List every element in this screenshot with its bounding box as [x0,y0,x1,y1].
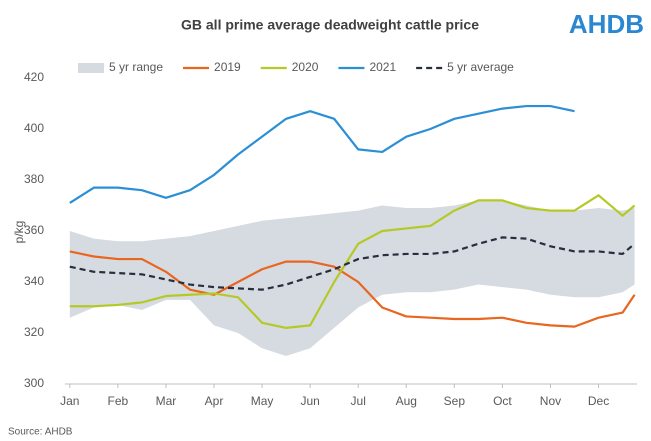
y-axis-label: p/kg [12,221,26,244]
x-tick-label: Jun [300,394,319,408]
y-tick-label: 380 [24,172,44,186]
chart-title: GB all prime average deadweight cattle p… [181,17,479,33]
x-tick-label: Nov [540,394,561,408]
legend-label: 5 yr average [447,60,514,74]
legend-swatch [78,63,104,73]
x-tick-label: Jul [351,394,366,408]
y-tick-label: 340 [24,274,44,288]
y-tick-label: 320 [24,325,44,339]
logo: AHDB [569,9,644,39]
x-tick-label: Sep [444,394,466,408]
legend-label: 2019 [214,60,241,74]
series-line [69,236,636,291]
x-tick-label: Jan [60,394,79,408]
legend: 5 yr range 2019 2020 2021 5 yr average [78,60,514,74]
x-tick-label: Dec [588,394,609,408]
legend-label: 5 yr range [109,60,163,74]
x-tick-label: Aug [396,394,417,408]
series-line [69,194,636,329]
x-tick-label: Feb [108,394,129,408]
legend-label: 2020 [292,60,319,74]
x-tick-label: Oct [493,394,512,408]
y-tick-label: 400 [24,121,44,135]
y-tick-label: 420 [24,70,44,84]
x-tick-label: May [251,394,274,408]
x-tick-label: Apr [205,394,224,408]
y-tick-label: 300 [24,376,44,390]
y-tick-label: 360 [24,223,44,237]
source: Source: AHDB [8,427,73,438]
plot-area: 300 320 340 360 380 400 420 Jan Feb Mar Apr May Jun J… [24,70,637,408]
legend-label: 2021 [369,60,396,74]
series-line [69,250,636,328]
x-tick-label: Mar [156,394,177,408]
series-line [69,104,575,204]
